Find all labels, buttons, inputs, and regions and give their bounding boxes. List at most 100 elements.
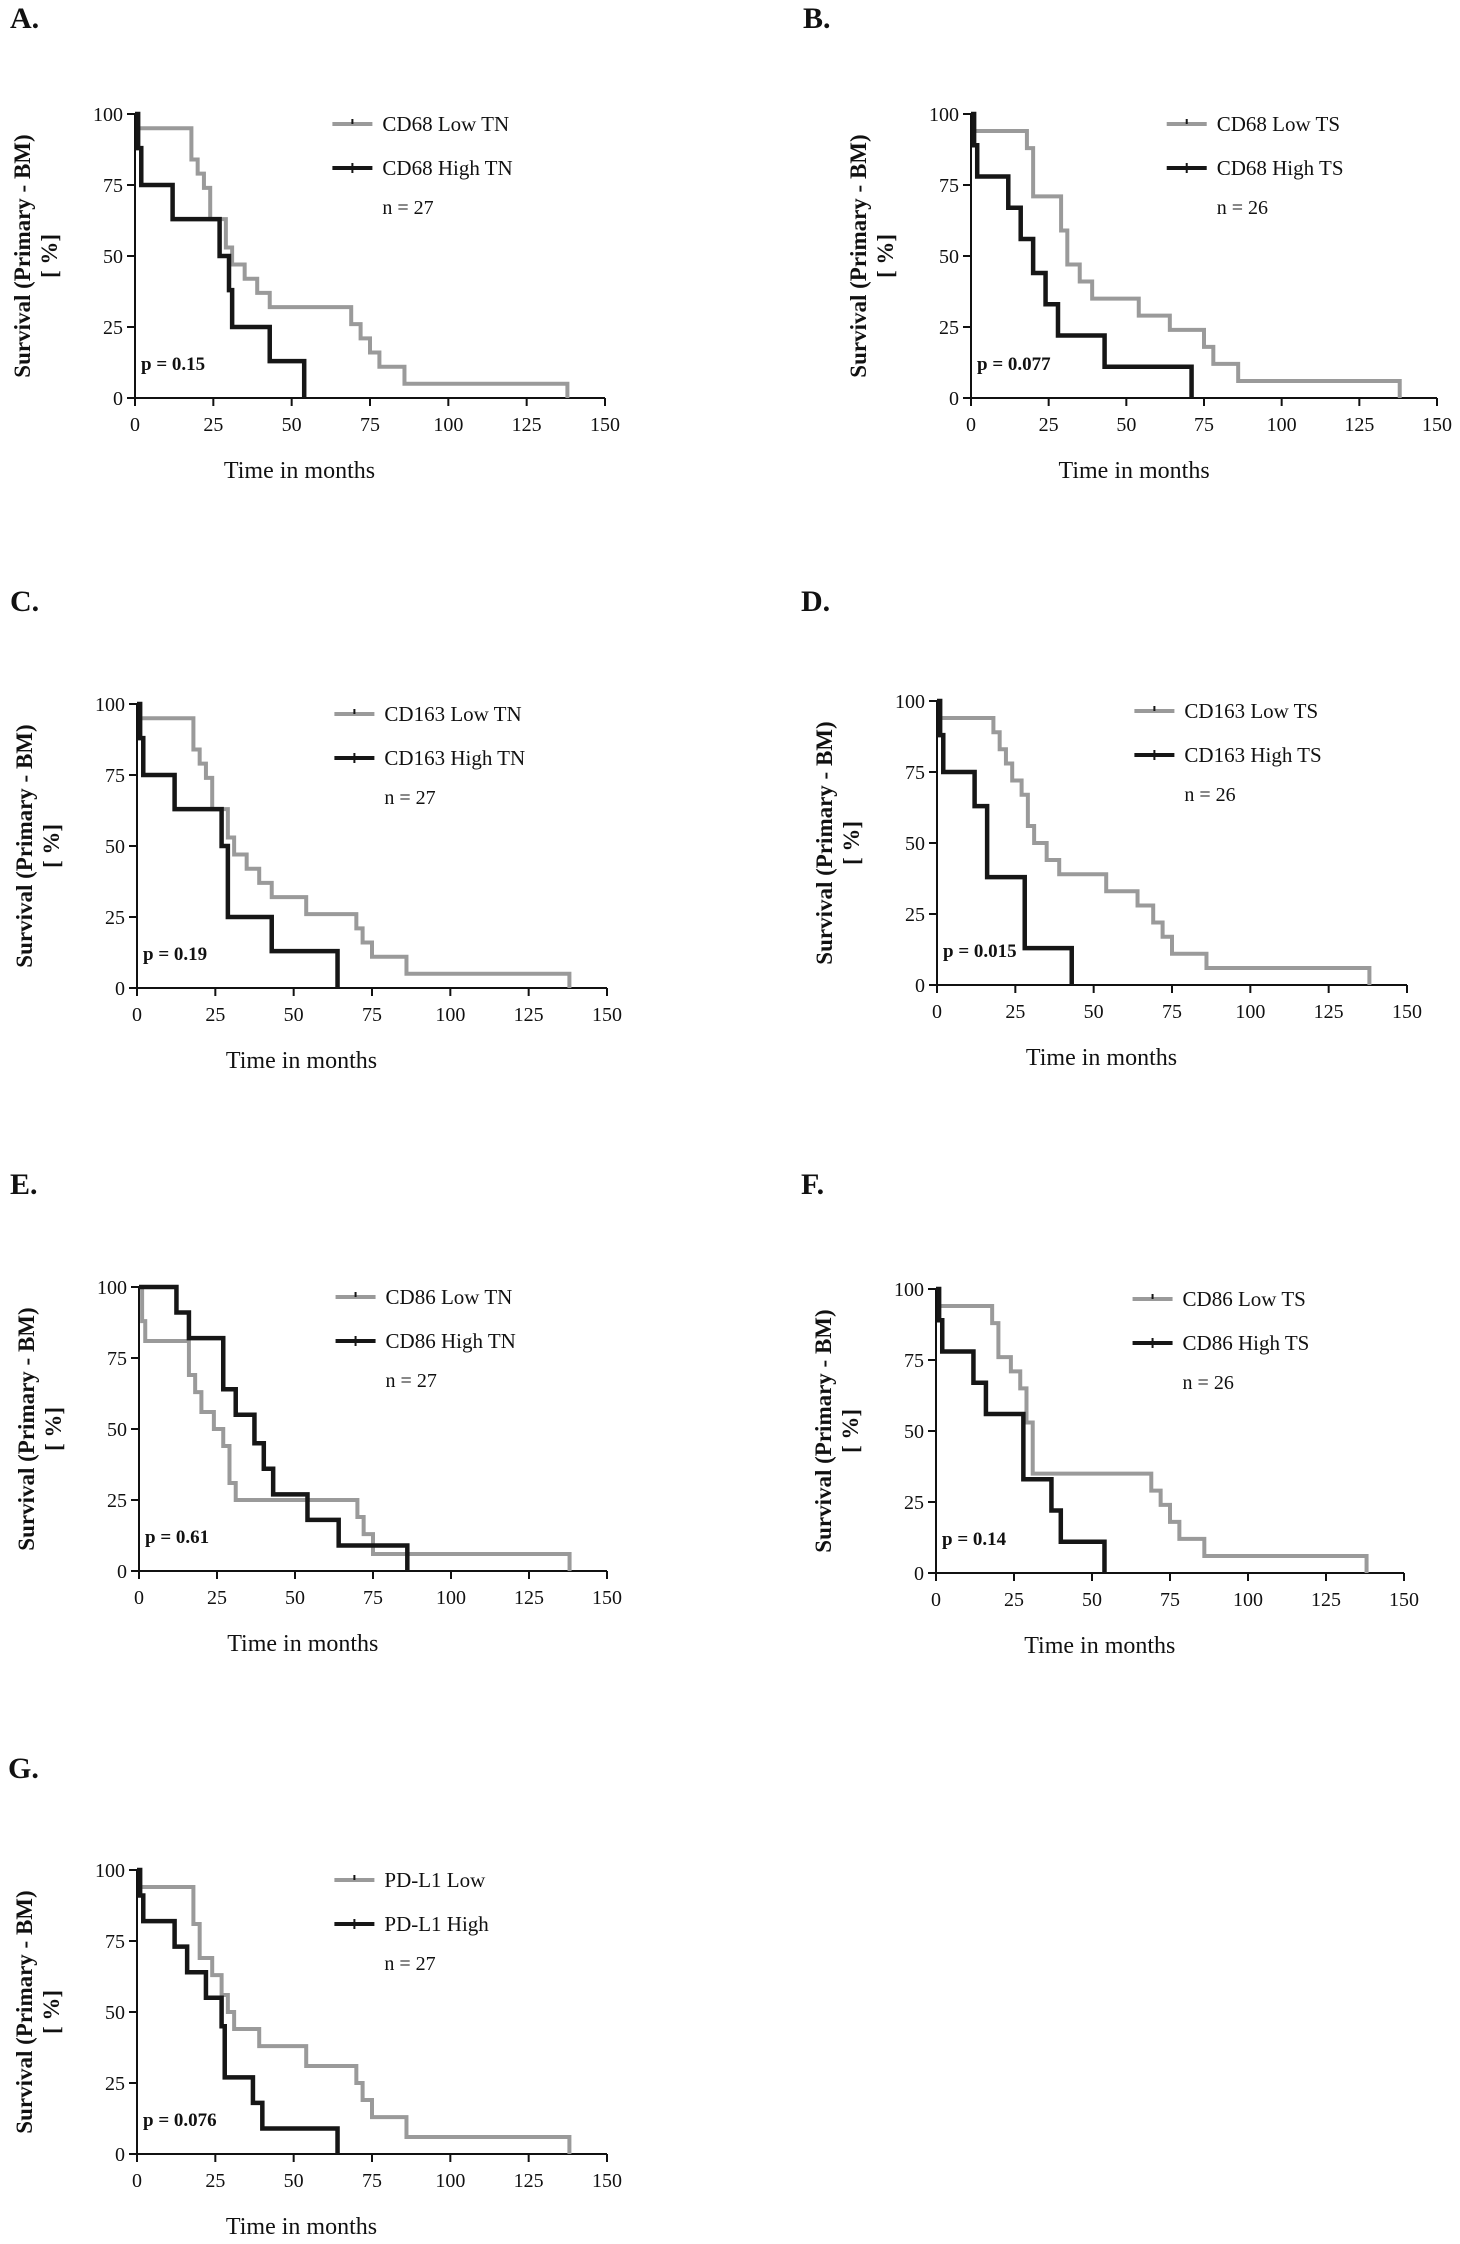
y-axis-label-unit: [ %] [39, 824, 64, 868]
km-plot: 0 25 50 75 100 125 150 0 25 50 75 100 Time in months… [12, 1860, 622, 2240]
y-tick-label: 75 [105, 765, 125, 787]
p-value: p = 0.14 [942, 1529, 1007, 1550]
x-tick-label: 125 [512, 414, 542, 436]
x-axis-label: Time in months [226, 1048, 377, 1074]
legend-label-high: CD68 High TS [1217, 156, 1344, 180]
x-tick-label: 75 [360, 414, 380, 436]
km-curve-low [137, 1868, 572, 2154]
x-tick-label: 25 [205, 2170, 225, 2192]
y-axis-label: Survival (Primary - BM) [14, 1307, 39, 1550]
km-panel-e: E. 0 25 50 75 100 125 150 0 25 50 75 100 Time in mon… [0, 1168, 700, 1668]
km-panel-a: A. 0 25 50 75 100 125 150 0 25 50 75 100 Time in mon… [0, 0, 700, 500]
km-plot: 0 25 50 75 100 125 150 0 25 50 75 100 Time in months… [14, 1277, 622, 1657]
x-tick-label: 100 [436, 1587, 466, 1609]
y-tick-label: 100 [97, 1277, 127, 1299]
x-axis-label: Time in months [1059, 458, 1210, 484]
y-tick-label: 50 [905, 833, 925, 855]
legend-label-low: CD86 Low TN [386, 1285, 513, 1309]
y-tick-label: 75 [905, 762, 925, 784]
y-axis-label: Survival (Primary - BM) [12, 724, 37, 967]
y-tick-label: 0 [117, 1561, 127, 1583]
y-tick-label: 100 [895, 691, 925, 713]
km-plot: 0 25 50 75 100 125 150 0 25 50 75 100 Time in months… [10, 104, 620, 484]
y-tick-label: 0 [914, 1563, 924, 1585]
x-tick-label: 125 [514, 1004, 544, 1026]
km-panel-g: G. 0 25 50 75 100 125 150 0 25 50 75 100 Time in mon… [0, 1752, 700, 2244]
x-tick-label: 0 [966, 414, 976, 436]
km-curve-low [139, 1285, 572, 1571]
x-tick-label: 50 [284, 2170, 304, 2192]
legend-label-high: CD163 High TS [1184, 743, 1321, 767]
y-tick-label: 0 [949, 388, 959, 410]
km-curve-high [971, 111, 1194, 398]
x-tick-label: 150 [592, 1004, 622, 1026]
km-curve-low [937, 699, 1372, 985]
p-value: p = 0.61 [145, 1527, 209, 1548]
p-value: p = 0.19 [143, 944, 207, 965]
y-tick-label: 100 [929, 104, 959, 126]
panel-label: G. [8, 1752, 39, 1785]
p-value: p = 0.076 [143, 2110, 217, 2131]
legend-label-high: CD86 High TN [386, 1329, 516, 1353]
legend-label-high: CD68 High TN [382, 156, 512, 180]
y-tick-label: 50 [103, 246, 123, 268]
x-tick-label: 125 [1311, 1589, 1341, 1611]
y-axis-label: Survival (Primary - BM) [812, 721, 837, 964]
x-tick-label: 0 [932, 1001, 942, 1023]
panel-label: D. [801, 585, 831, 618]
y-tick-label: 25 [107, 1490, 127, 1512]
x-tick-label: 125 [514, 1587, 544, 1609]
x-tick-label: 50 [284, 1004, 304, 1026]
y-axis-label: Survival (Primary - BM) [811, 1309, 836, 1552]
y-axis-label-unit: [ %] [839, 821, 864, 865]
km-plot: 0 25 50 75 100 125 150 0 25 50 75 100 Time in months… [812, 691, 1422, 1071]
y-tick-label: 0 [115, 978, 125, 1000]
panel-label: A. [10, 2, 40, 35]
x-axis-label: Time in months [224, 458, 375, 484]
x-tick-label: 150 [592, 1587, 622, 1609]
km-panel-d: D. 0 25 50 75 100 125 150 0 25 50 75 100 Time in mon… [795, 585, 1460, 1085]
n-label: n = 27 [384, 787, 435, 809]
y-tick-label: 100 [95, 694, 125, 716]
panel-label: E. [10, 1168, 38, 1201]
x-tick-label: 0 [130, 414, 140, 436]
y-tick-label: 25 [103, 317, 123, 339]
km-plot: 0 25 50 75 100 125 150 0 25 50 75 100 Time in months… [846, 104, 1452, 484]
y-tick-label: 0 [915, 975, 925, 997]
x-tick-label: 50 [1084, 1001, 1104, 1023]
x-tick-label: 150 [1392, 1001, 1422, 1023]
x-axis-label: Time in months [1024, 1633, 1175, 1659]
x-tick-label: 50 [285, 1587, 305, 1609]
legend-label-low: PD-L1 Low [384, 1868, 486, 1892]
legend-label-high: CD163 High TN [384, 746, 525, 770]
p-value: p = 0.077 [977, 354, 1051, 375]
y-tick-label: 100 [894, 1279, 924, 1301]
y-tick-label: 75 [107, 1348, 127, 1370]
km-curve-high [137, 1867, 340, 2154]
n-label: n = 26 [1217, 197, 1268, 219]
x-tick-label: 25 [1005, 1001, 1025, 1023]
x-tick-label: 100 [1267, 414, 1297, 436]
km-panel-b: B. 0 25 50 75 100 125 150 0 25 50 75 100 Time in mon… [795, 0, 1460, 500]
x-tick-label: 125 [1344, 414, 1374, 436]
x-tick-label: 75 [1162, 1001, 1182, 1023]
x-tick-label: 150 [592, 2170, 622, 2192]
n-label: n = 26 [1183, 1372, 1234, 1394]
x-tick-label: 100 [1233, 1589, 1263, 1611]
km-panel-f: F. 0 25 50 75 100 125 150 0 25 50 75 100 Time in mon… [795, 1168, 1460, 1668]
x-tick-label: 25 [1039, 414, 1059, 436]
y-tick-label: 0 [113, 388, 123, 410]
n-label: n = 27 [382, 197, 433, 219]
x-tick-label: 75 [363, 1587, 383, 1609]
x-tick-label: 0 [132, 2170, 142, 2192]
x-tick-label: 100 [435, 1004, 465, 1026]
km-panel-c: C. 0 25 50 75 100 125 150 0 25 50 75 100 Time in mon… [0, 585, 700, 1085]
x-tick-label: 125 [1314, 1001, 1344, 1023]
x-tick-label: 100 [433, 414, 463, 436]
y-tick-label: 50 [107, 1419, 127, 1441]
panel-label: B. [803, 2, 831, 35]
legend-label-low: CD163 Low TS [1184, 699, 1318, 723]
km-curve-high [137, 701, 340, 988]
x-axis-label: Time in months [1026, 1045, 1177, 1071]
y-axis-label: Survival (Primary - BM) [10, 134, 35, 377]
